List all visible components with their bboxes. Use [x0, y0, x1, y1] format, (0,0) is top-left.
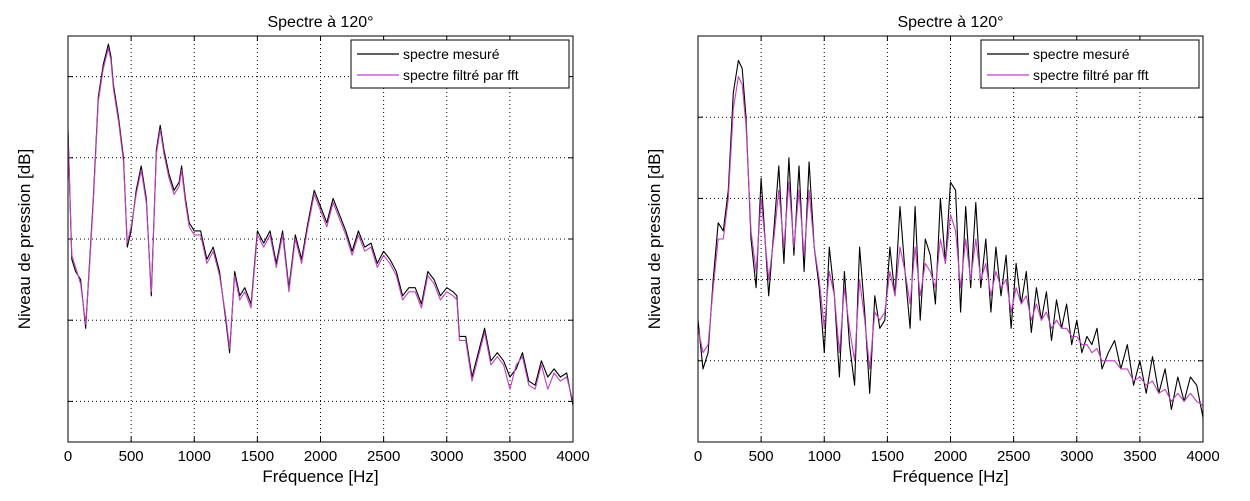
right-series-1-line	[698, 76, 1203, 406]
right-xtick-label: 0	[694, 448, 702, 465]
right-legend-label-1: spectre filtré par fft	[1033, 67, 1149, 83]
right-xtick-label: 2000	[934, 448, 967, 465]
left-legend-label-1: spectre filtré par fft	[403, 67, 519, 83]
left-xtick-label: 2500	[367, 448, 400, 465]
left-ylabel: Niveau de pression [dB]	[15, 149, 34, 330]
right-xtick-label: 2500	[997, 448, 1030, 465]
chart-right-svg: 0 500 1000 1500 2000 2500 3000 3500 4000 Spectre …	[645, 14, 1220, 486]
left-axes-box	[67, 35, 574, 443]
left-xtick-label: 3500	[493, 448, 526, 465]
right-xtick-label: 3500	[1123, 448, 1156, 465]
right-ylabel: Niveau de pression [dB]	[645, 149, 664, 330]
chart-left: 0 500 1000 1500 2000 2500 3000 3500 4000 Spectre …	[0, 0, 620, 496]
right-xtick-label: 500	[749, 448, 774, 465]
left-xtick-label: 0	[64, 448, 72, 465]
left-xtick-label: 4000	[556, 448, 589, 465]
right-xlabel: Fréquence [Hz]	[892, 467, 1008, 486]
left-xlabel: Fréquence [Hz]	[262, 467, 378, 486]
left-xtick-label: 500	[119, 448, 144, 465]
chart-left-svg: 0 500 1000 1500 2000 2500 3000 3500 4000 Spectre …	[15, 14, 590, 486]
left-title: Spectre à 120°	[267, 14, 373, 31]
left-xtick-label: 2000	[304, 448, 337, 465]
right-xtick-label: 1000	[808, 448, 841, 465]
right-legend	[980, 39, 1200, 89]
right-legend-label-0: spectre mesuré	[1033, 46, 1130, 62]
right-title: Spectre à 120°	[897, 14, 1003, 31]
right-axes-box	[697, 35, 1204, 443]
left-xtick-label: 3000	[430, 448, 463, 465]
right-xtick-label: 4000	[1186, 448, 1219, 465]
left-legend-label-0: spectre mesuré	[403, 46, 500, 62]
right-series-0-line	[698, 59, 1203, 418]
right-xtick-label: 3000	[1060, 448, 1093, 465]
left-xtick-label: 1500	[241, 448, 274, 465]
left-series-1-line	[68, 47, 573, 402]
left-xtick-label: 1000	[178, 448, 211, 465]
chart-right: 0 500 1000 1500 2000 2500 3000 3500 4000 Spectre …	[630, 0, 1250, 496]
right-xtick-label: 1500	[871, 448, 904, 465]
left-legend	[350, 39, 570, 89]
